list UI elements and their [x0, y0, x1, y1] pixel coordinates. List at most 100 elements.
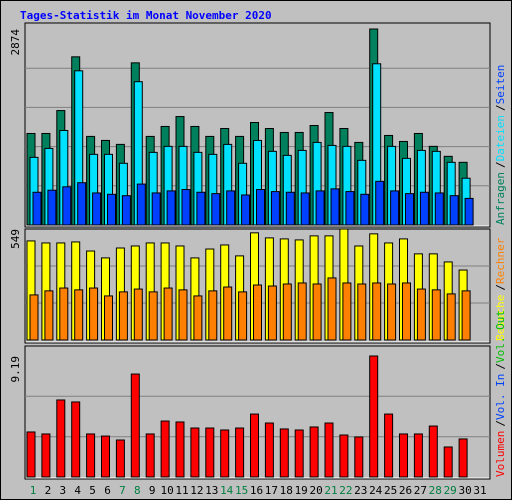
bar	[166, 190, 176, 226]
bar	[315, 190, 325, 226]
bar	[434, 192, 444, 226]
x-tick-label: 18	[280, 484, 293, 497]
bar	[41, 433, 51, 478]
bar	[235, 427, 245, 478]
bar	[309, 426, 319, 478]
bar	[71, 401, 81, 478]
bar	[369, 355, 379, 478]
bar	[193, 295, 203, 341]
legend-separator: /	[494, 420, 507, 427]
legend-separator: /	[494, 284, 507, 291]
bar	[250, 413, 259, 478]
bar	[428, 425, 438, 478]
bar	[107, 193, 116, 226]
bar	[354, 436, 364, 478]
x-tick-label: 2	[45, 484, 52, 497]
legend-entry: Volumen	[494, 431, 507, 477]
bar	[372, 282, 382, 341]
bar	[279, 428, 289, 478]
bar	[130, 373, 140, 478]
bar	[211, 193, 221, 226]
bar	[241, 194, 251, 226]
x-tick-label: 21	[324, 484, 337, 497]
x-tick-label: 25	[384, 484, 397, 497]
bar	[431, 289, 441, 341]
bar	[92, 192, 102, 226]
x-tick-label: 27	[414, 484, 427, 497]
bar	[175, 421, 185, 478]
bar	[44, 290, 54, 341]
bar	[461, 290, 471, 341]
bar	[136, 183, 146, 226]
bar	[345, 191, 355, 226]
bar	[29, 294, 39, 341]
x-tick-label: 7	[119, 484, 126, 497]
x-tick-label: 3	[59, 484, 66, 497]
x-tick-label: 22	[339, 484, 352, 497]
bar	[104, 295, 113, 341]
bar	[74, 289, 84, 341]
bar	[339, 434, 349, 478]
bar	[449, 195, 459, 226]
bar	[300, 192, 310, 226]
bar	[256, 189, 265, 226]
bar	[384, 413, 394, 478]
legend-entry: Rechner	[494, 237, 507, 284]
bar	[115, 439, 125, 478]
bar	[101, 435, 110, 478]
x-tick-label: 17	[265, 484, 278, 497]
bar	[357, 283, 367, 341]
bar	[399, 433, 408, 478]
bar	[264, 422, 274, 478]
bar	[181, 189, 191, 226]
x-tick-label: 12	[190, 484, 203, 497]
x-tick-label: 16	[250, 484, 263, 497]
bar	[324, 422, 334, 478]
bar	[77, 182, 87, 226]
bar	[342, 282, 352, 341]
x-tick-label: 30	[458, 484, 471, 497]
x-tick-label: 4	[74, 484, 81, 497]
bar	[390, 190, 400, 226]
legend-separator: /	[494, 363, 507, 370]
bar	[375, 180, 385, 226]
x-tick-label: 19	[295, 484, 308, 497]
legend-entry: Seiten	[494, 65, 507, 105]
y-tick-label: 2874	[9, 29, 22, 56]
bar	[312, 283, 322, 341]
x-tick-label: 29	[444, 484, 457, 497]
bar	[458, 438, 468, 478]
bar	[133, 288, 143, 341]
bar	[285, 191, 295, 226]
bar	[121, 195, 131, 226]
x-tick-label: 8	[134, 484, 141, 497]
bar	[387, 283, 397, 341]
bar	[253, 284, 262, 341]
legend: Besuche /Rechner	[494, 237, 507, 341]
bar	[86, 433, 96, 478]
legend-separator: /	[494, 104, 507, 111]
bar	[238, 291, 248, 341]
bar	[405, 193, 414, 226]
x-tick-label: 23	[354, 484, 367, 497]
bar	[148, 291, 158, 341]
bar	[89, 287, 99, 341]
legend-entry: Vol. Out	[494, 310, 507, 363]
x-tick-label: 28	[429, 484, 442, 497]
y-tick-label: 549	[9, 229, 22, 249]
x-tick-label: 6	[104, 484, 111, 497]
x-tick-label: 5	[89, 484, 96, 497]
bar	[47, 189, 57, 226]
bar	[160, 420, 170, 478]
bar	[145, 433, 155, 478]
x-tick-label: 20	[309, 484, 322, 497]
bar	[360, 193, 370, 226]
bar	[56, 399, 66, 478]
bar	[443, 446, 453, 478]
bar	[208, 290, 218, 341]
bar	[327, 277, 337, 341]
x-tick-label: 15	[235, 484, 248, 497]
legend: Volumen/Vol. In/Vol. Out	[494, 310, 507, 477]
bar	[270, 191, 280, 226]
